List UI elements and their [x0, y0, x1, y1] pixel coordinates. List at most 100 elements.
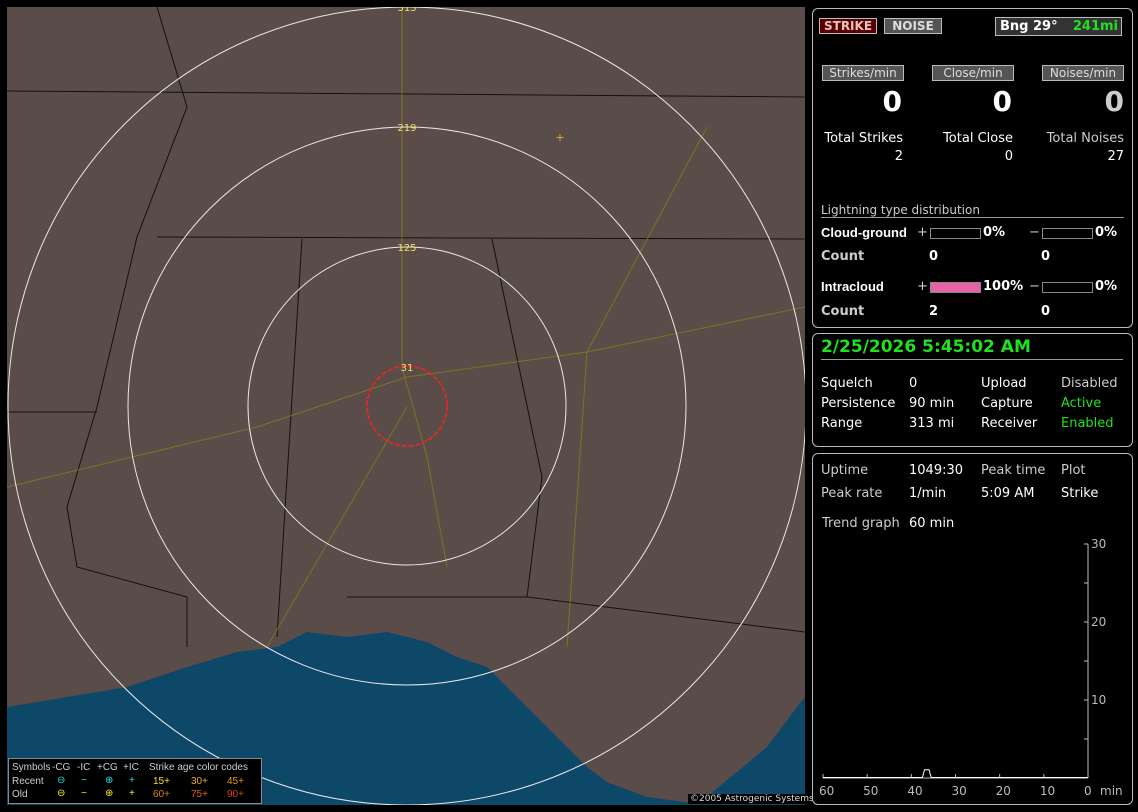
x-tick-label: 50: [863, 784, 878, 798]
ic-negative-count: 0: [1041, 304, 1051, 319]
strike-plus-icon[interactable]: +: [555, 131, 564, 144]
ring-label-125: 125: [397, 243, 416, 254]
state-borders: [7, 7, 805, 647]
minus-icon: −: [1029, 279, 1040, 294]
legend-symbols-label: Symbols: [12, 762, 51, 773]
cg-positive-count: 0: [929, 249, 939, 264]
ic-positive-count: 2: [929, 304, 939, 319]
intracloud-label: Intracloud: [821, 279, 884, 294]
range-label: Range: [821, 416, 863, 431]
ic-negative-pct: 0%: [1095, 279, 1118, 294]
neg-ic-recent-icon: −: [81, 775, 87, 786]
symbol-legend: Symbols -CG -IC +CG +IC Strike age color…: [8, 758, 262, 804]
persistence-label: Persistence: [821, 396, 896, 411]
y-tick-label: 30: [1091, 537, 1106, 551]
minus-icon: −: [1029, 225, 1040, 240]
pos-ic-old-icon: +: [129, 788, 135, 799]
x-unit-label: min: [1100, 784, 1123, 798]
y-tick-label: 20: [1091, 615, 1106, 629]
trend-series-line: [823, 769, 1088, 778]
datetime: 2/25/2026 5:45:02 AM: [821, 337, 1123, 360]
range-ring-219: [127, 126, 687, 686]
ic-positive-pct: 100%: [983, 279, 1024, 294]
x-tick-label: 40: [907, 784, 922, 798]
age-30: 30+: [191, 776, 208, 787]
peak-time-label: Peak time: [981, 463, 1046, 478]
neg-cg-old-icon: ⊖: [57, 788, 66, 799]
age-60: 60+: [153, 789, 170, 800]
legend-header: +IC: [123, 762, 139, 773]
total-strikes-label: Total Strikes: [824, 131, 903, 146]
plot-value[interactable]: Strike: [1061, 486, 1099, 501]
legend-header: +CG: [97, 762, 118, 773]
range-value: 313 mi: [909, 416, 955, 431]
squelch-label: Squelch: [821, 376, 873, 391]
pos-cg-old-icon: ⊕: [105, 788, 114, 799]
receiver-value: Enabled: [1061, 416, 1114, 431]
info-panel: 2/25/2026 5:45:02 AM Squelch 0 Upload Di…: [812, 333, 1133, 447]
pos-ic-recent-icon: +: [129, 775, 135, 786]
pos-cg-recent-icon: ⊕: [105, 775, 114, 786]
age-15: 15+: [153, 776, 170, 787]
copyright: ©2005 Astrogenic Systems: [688, 794, 816, 804]
distribution-title: Lightning type distribution: [821, 203, 1124, 218]
plot-label: Plot: [1061, 463, 1086, 478]
noises-per-min: 0: [1104, 85, 1124, 118]
ic-count-label: Count: [821, 304, 865, 319]
x-tick-label: 30: [952, 784, 967, 798]
trend-graph: 60 50 40 30 20 10 0 min 30 20 10: [819, 537, 1123, 798]
x-tick-label: 60: [819, 784, 834, 798]
legend-old-label: Old: [12, 789, 28, 800]
legend-header: -CG: [52, 762, 71, 773]
cg-negative-count: 0: [1041, 249, 1051, 264]
x-tick-label: 10: [1040, 784, 1055, 798]
receiver-label: Receiver: [981, 416, 1038, 431]
lightning-map[interactable]: 313 219 125 31 +: [7, 7, 805, 805]
close-per-min: 0: [992, 85, 1012, 118]
upload-value: Disabled: [1061, 376, 1118, 391]
legend-header: -IC: [77, 762, 91, 773]
noises-per-min-button[interactable]: Noises/min: [1042, 65, 1124, 81]
noise-mode-button[interactable]: NOISE: [884, 18, 942, 34]
uptime-label: Uptime: [821, 463, 869, 478]
close-range-ring: [366, 365, 448, 447]
strikes-per-min: 0: [882, 85, 902, 118]
uptime-value: 1049:30: [909, 463, 964, 478]
ic-positive-bar: [930, 282, 981, 293]
strike-mode-button[interactable]: STRIKE: [819, 18, 877, 34]
capture-value: Active: [1061, 396, 1102, 411]
total-noises: 27: [1107, 149, 1124, 164]
trend-graph-label: Trend graph: [822, 516, 900, 531]
neg-ic-old-icon: −: [81, 788, 87, 799]
x-tick-label: 0: [1084, 784, 1092, 798]
range-ring-313: [7, 7, 805, 805]
total-close-label: Total Close: [943, 131, 1013, 146]
peak-rate-label: Peak rate: [821, 486, 883, 501]
age-75: 75+: [191, 789, 208, 800]
trend-panel: Uptime 1049:30 Peak time Plot Peak rate …: [812, 453, 1133, 805]
cg-positive-bar: [930, 228, 981, 239]
cg-negative-bar: [1042, 228, 1093, 239]
bearing-display: Bng 29° 241mi: [995, 17, 1122, 36]
persistence-value: 90 min: [909, 396, 955, 411]
cloud-ground-label: Cloud-ground: [821, 225, 907, 240]
age-90: 90+: [227, 789, 244, 800]
trend-graph-value[interactable]: 60 min: [909, 516, 955, 531]
status-panel: STRIKE NOISE Bng 29° 241mi Strikes/min C…: [812, 8, 1133, 328]
distance: 241mi: [1072, 19, 1118, 34]
ring-label-313: 313: [397, 7, 416, 14]
strikes-per-min-button[interactable]: Strikes/min: [822, 65, 904, 81]
range-ring-125: [247, 246, 567, 566]
squelch-value: 0: [909, 376, 918, 391]
legend-age-label: Strike age color codes: [149, 762, 248, 773]
peak-rate-value: 1/min: [909, 486, 947, 501]
ic-positive-fill: [931, 283, 980, 292]
ring-label-219: 219: [397, 123, 416, 134]
ic-negative-bar: [1042, 282, 1093, 293]
ring-label-31: 31: [401, 363, 414, 374]
cg-positive-pct: 0%: [983, 225, 1006, 240]
highways: [7, 7, 805, 648]
close-per-min-button[interactable]: Close/min: [932, 65, 1014, 81]
plus-icon: +: [917, 225, 928, 240]
neg-cg-recent-icon: ⊖: [57, 775, 66, 786]
